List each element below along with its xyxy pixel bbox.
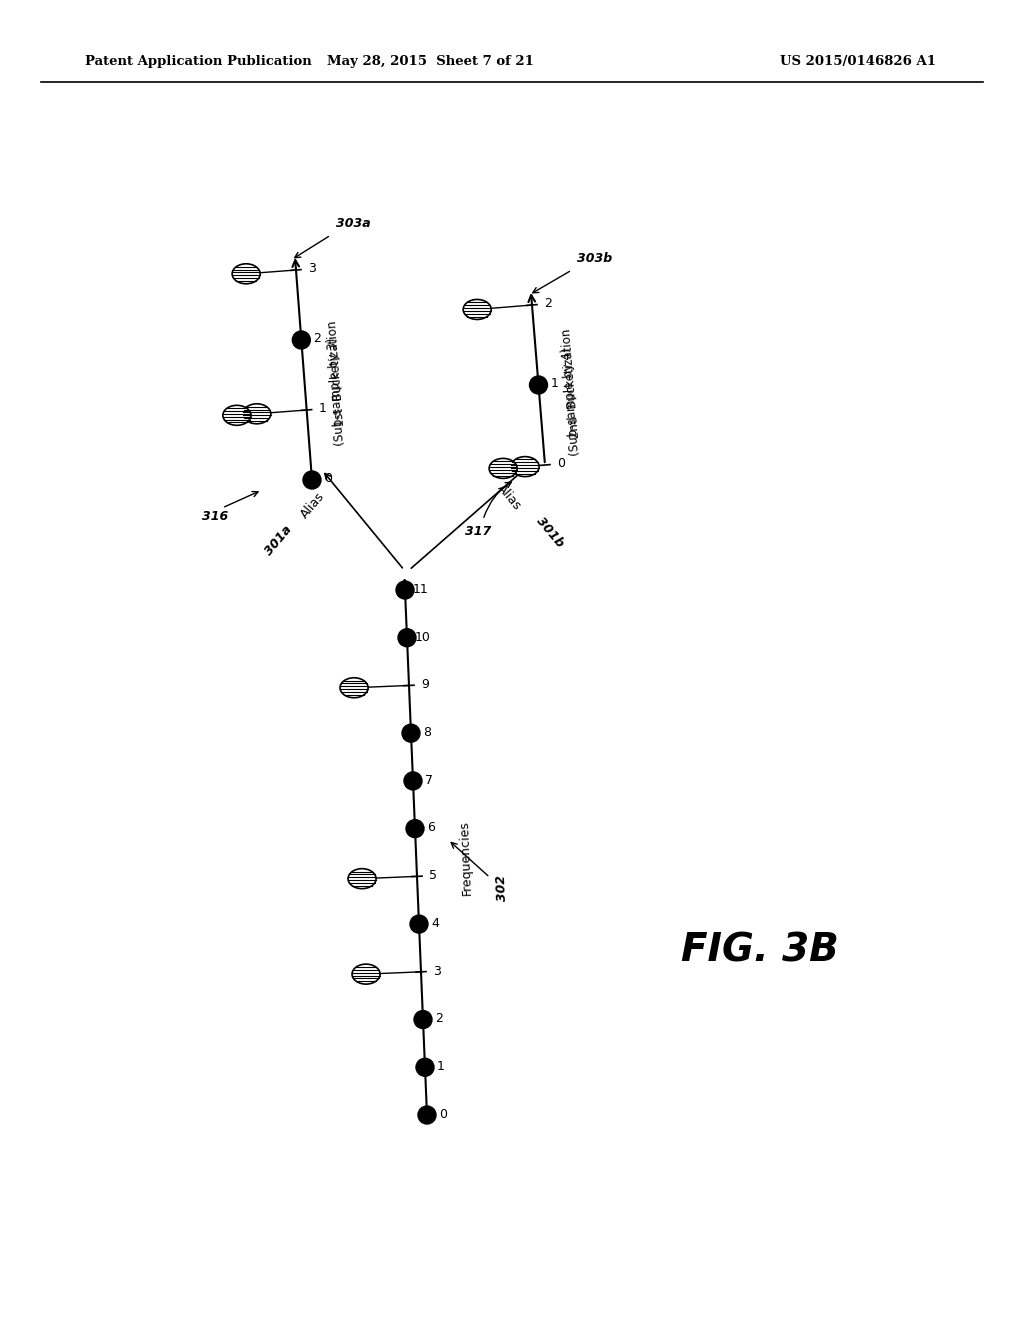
Text: 3: 3 bbox=[433, 965, 441, 978]
Text: Alias: Alias bbox=[495, 482, 524, 513]
Text: 2: 2 bbox=[544, 297, 552, 310]
Text: 8: 8 bbox=[423, 726, 431, 739]
Ellipse shape bbox=[348, 869, 376, 888]
Text: 2: 2 bbox=[313, 333, 322, 346]
Circle shape bbox=[418, 1106, 436, 1125]
Circle shape bbox=[404, 772, 422, 789]
Text: FIG. 3B: FIG. 3B bbox=[681, 931, 839, 969]
Text: (Sub-sample by 3): (Sub-sample by 3) bbox=[326, 337, 347, 446]
Ellipse shape bbox=[489, 458, 517, 478]
Text: US 2015/0146826 A1: US 2015/0146826 A1 bbox=[780, 55, 936, 69]
Circle shape bbox=[406, 820, 424, 838]
Text: 0: 0 bbox=[439, 1107, 447, 1121]
Ellipse shape bbox=[223, 405, 251, 425]
Ellipse shape bbox=[352, 964, 380, 985]
Text: 303a: 303a bbox=[336, 216, 371, 230]
Text: 0: 0 bbox=[557, 457, 565, 470]
Text: 6: 6 bbox=[427, 821, 435, 834]
Text: 9: 9 bbox=[421, 678, 429, 692]
Text: 1: 1 bbox=[551, 378, 558, 391]
Circle shape bbox=[414, 1011, 432, 1028]
Text: 11: 11 bbox=[413, 583, 429, 595]
Circle shape bbox=[398, 628, 416, 647]
Text: 1: 1 bbox=[318, 403, 327, 416]
Ellipse shape bbox=[232, 264, 260, 284]
Text: 1: 1 bbox=[437, 1060, 444, 1073]
Circle shape bbox=[529, 376, 548, 393]
Ellipse shape bbox=[243, 404, 270, 424]
Text: 316: 316 bbox=[202, 510, 228, 523]
Text: 303b: 303b bbox=[577, 252, 612, 265]
Ellipse shape bbox=[340, 677, 368, 698]
Circle shape bbox=[410, 915, 428, 933]
Text: 302: 302 bbox=[495, 874, 509, 902]
Ellipse shape bbox=[463, 300, 492, 319]
Circle shape bbox=[396, 581, 414, 599]
Text: 0: 0 bbox=[324, 473, 332, 486]
Text: Patent Application Publication: Patent Application Publication bbox=[85, 55, 311, 69]
Text: 301b: 301b bbox=[534, 515, 566, 550]
Text: (Sub-sample by 4): (Sub-sample by 4) bbox=[560, 347, 583, 455]
Text: 7: 7 bbox=[425, 774, 433, 787]
Text: 10: 10 bbox=[415, 631, 431, 644]
Ellipse shape bbox=[511, 457, 539, 477]
Circle shape bbox=[402, 725, 420, 742]
Text: 5: 5 bbox=[429, 869, 437, 882]
Text: 2nd  Bucketization: 2nd Bucketization bbox=[560, 327, 583, 438]
Text: May 28, 2015  Sheet 7 of 21: May 28, 2015 Sheet 7 of 21 bbox=[327, 55, 534, 69]
Text: Alias: Alias bbox=[299, 490, 328, 520]
Text: 317: 317 bbox=[465, 525, 492, 539]
Text: Frequencies: Frequencies bbox=[458, 820, 474, 895]
Text: 4: 4 bbox=[431, 917, 439, 929]
Circle shape bbox=[292, 331, 310, 348]
Text: 2: 2 bbox=[435, 1012, 443, 1026]
Text: 1st  Bucketization: 1st Bucketization bbox=[326, 319, 347, 426]
Circle shape bbox=[303, 471, 321, 488]
Text: 301a: 301a bbox=[262, 523, 294, 557]
Text: 3: 3 bbox=[308, 263, 315, 276]
Circle shape bbox=[416, 1059, 434, 1076]
